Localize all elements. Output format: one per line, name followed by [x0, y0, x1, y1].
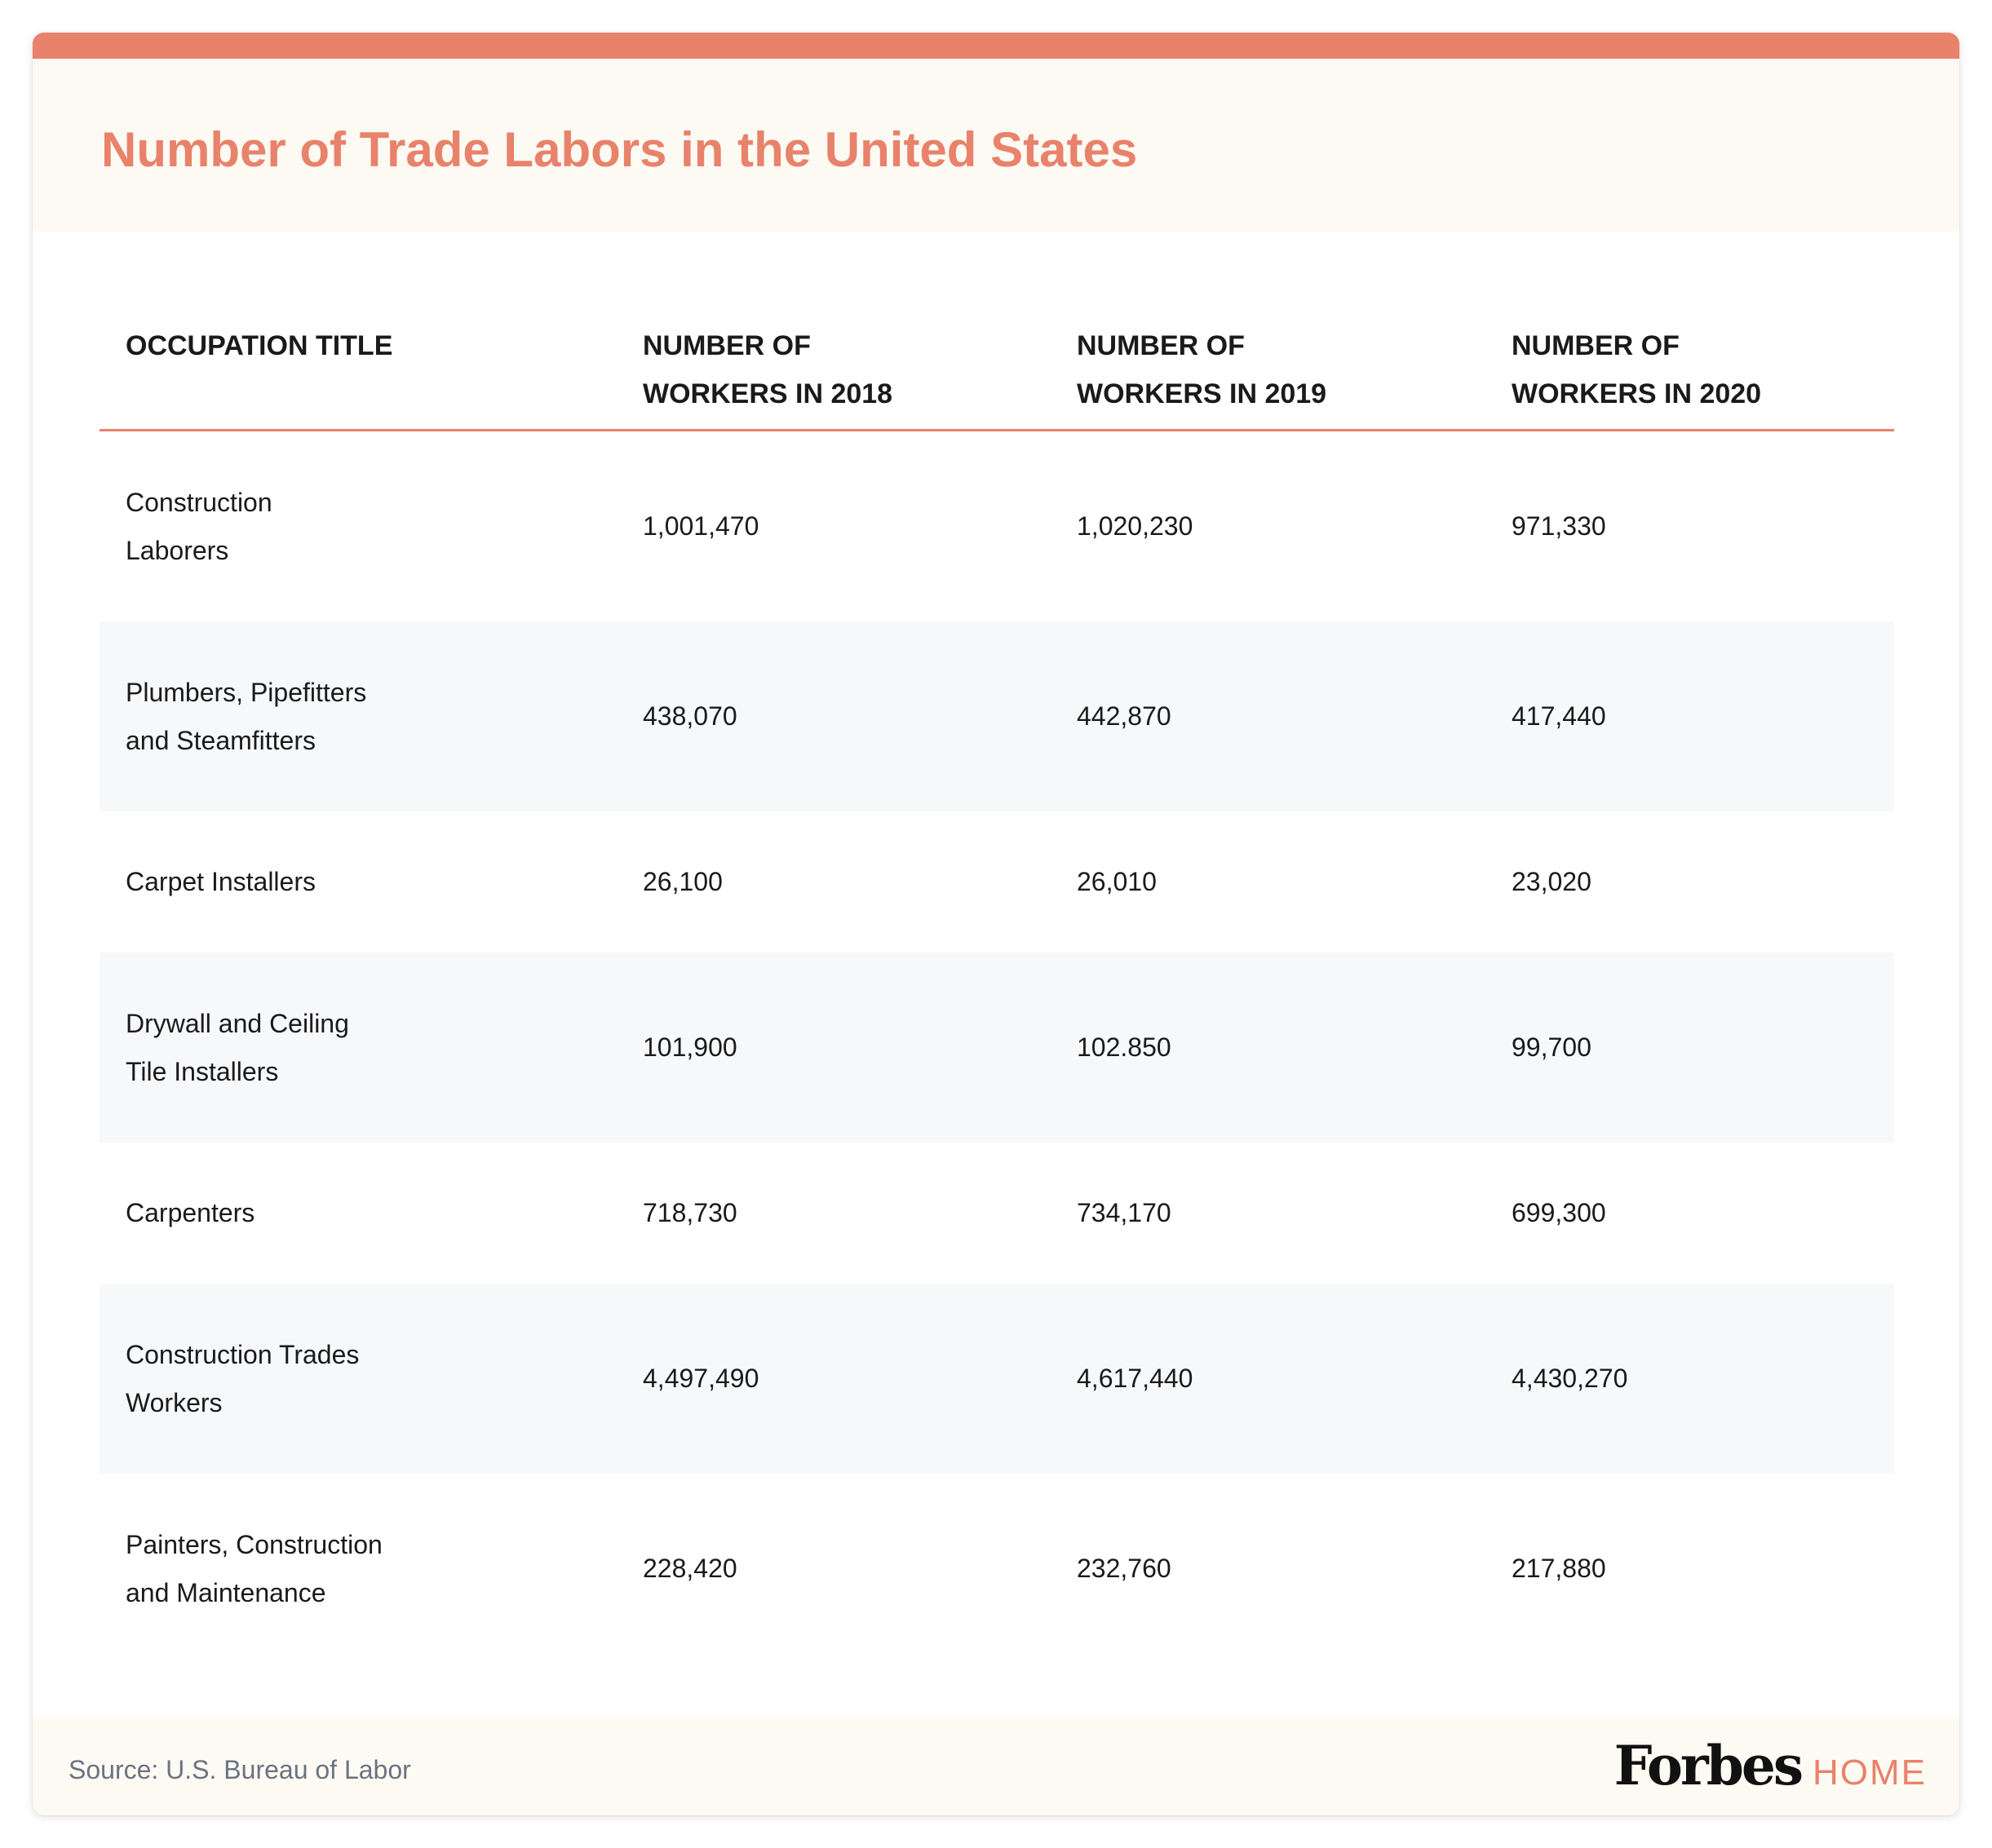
occupation-line: Carpet Installers [126, 867, 316, 896]
cell-workers-2018: 4,497,490 [643, 1364, 759, 1393]
cell-workers-2018: 718,730 [643, 1198, 737, 1227]
cell-workers-2019: 26,010 [1077, 867, 1157, 896]
cell-workers-2020: 23,020 [1512, 867, 1591, 896]
occupation-line: Construction Trades [126, 1339, 360, 1369]
footer [33, 1718, 1959, 1815]
cell-occupation: Carpenters [126, 1143, 255, 1284]
table-body: Construction Laborers 1,001,470 1,020,230 97… [100, 431, 1894, 1664]
cell-workers-2018: 1,001,470 [643, 511, 759, 541]
column-header-line: OCCUPATION TITLE [126, 330, 393, 361]
column-header-2018: NUMBER OF WORKERS IN 2018 [643, 322, 892, 418]
occupation-lines: Carpet Installers [126, 858, 316, 906]
cell-workers-2018: 26,100 [643, 867, 723, 896]
occupation-line: Drywall and Ceiling [126, 1008, 349, 1038]
table-row: Carpenters 718,730 734,170 699,300 [100, 1143, 1894, 1284]
cell-workers-2018: 228,420 [643, 1554, 737, 1583]
page-title: Number of Trade Labors in the United Sta… [101, 122, 1138, 177]
cell-workers-2019: 1,020,230 [1077, 511, 1193, 541]
cell-workers-2019: 4,617,440 [1077, 1364, 1193, 1393]
cell-workers-2020: 4,430,270 [1512, 1364, 1628, 1393]
cell-workers-2020: 217,880 [1512, 1554, 1606, 1583]
occupation-line: Carpenters [126, 1198, 255, 1227]
cell-workers-2020: 417,440 [1512, 701, 1606, 731]
cell-occupation: Painters, Construction and Maintenance [126, 1474, 383, 1664]
title-header [33, 59, 1959, 232]
column-header-occupation: OCCUPATION TITLE [126, 322, 392, 370]
table-row: Drywall and Ceiling Tile Installers 101,90… [100, 953, 1894, 1143]
table-row: Carpet Installers 26,100 26,010 23,020 [100, 811, 1894, 953]
cell-workers-2019: 734,170 [1077, 1198, 1171, 1227]
occupation-line: Workers [126, 1387, 223, 1417]
column-header-line: WORKERS IN 2019 [1077, 378, 1327, 409]
occupation-lines: Plumbers, Pipefitters and Steamfitters [126, 669, 366, 765]
table-row: Plumbers, Pipefitters and Steamfitters 438… [100, 621, 1894, 811]
cell-workers-2020: 99,700 [1512, 1032, 1591, 1062]
table-row: Construction Trades Workers 4,497,490 4,617… [100, 1284, 1894, 1474]
logo-home: HOME [1813, 1753, 1927, 1793]
cell-occupation: Drywall and Ceiling Tile Installers [126, 953, 349, 1143]
cell-workers-2020: 971,330 [1512, 511, 1606, 541]
source-note: Source: U.S. Bureau of Labor [69, 1755, 411, 1784]
column-header-2020: NUMBER OF WORKERS IN 2020 [1512, 322, 1761, 418]
cell-workers-2018: 101,900 [643, 1032, 737, 1062]
occupation-line: Laborers [126, 535, 229, 565]
data-table: OCCUPATION TITLE NUMBER OF WORKERS IN 20… [100, 232, 1894, 1664]
column-header-line: WORKERS IN 2020 [1512, 378, 1762, 409]
occupation-line: Construction [126, 487, 272, 517]
occupation-line: Plumbers, Pipefitters [126, 677, 367, 707]
occupation-lines: Construction Trades Workers [126, 1331, 359, 1427]
occupation-line: Painters, Construction [126, 1529, 383, 1559]
table-row: Construction Laborers 1,001,470 1,020,230 97… [100, 431, 1894, 621]
occupation-lines: Carpenters [126, 1189, 255, 1237]
column-header-2019: NUMBER OF WORKERS IN 2019 [1077, 322, 1326, 418]
occupation-line: and Steamfitters [126, 725, 316, 755]
occupation-lines: Painters, Construction and Maintenance [126, 1521, 383, 1617]
cell-occupation: Construction Laborers [126, 431, 272, 621]
accent-top-bar [33, 33, 1959, 59]
cell-occupation: Construction Trades Workers [126, 1284, 359, 1474]
forbes-home-logo: Forbes HOME [1614, 1737, 1927, 1810]
cell-workers-2018: 438,070 [643, 701, 737, 731]
occupation-line: Tile Installers [126, 1056, 279, 1086]
cell-workers-2019: 102.850 [1077, 1032, 1171, 1062]
column-header-line: WORKERS IN 2018 [643, 378, 893, 409]
occupation-lines: Drywall and Ceiling Tile Installers [126, 1000, 349, 1096]
occupation-lines: Construction Laborers [126, 479, 272, 575]
logo-forbes: Forbes [1614, 1734, 1804, 1797]
column-header-line: NUMBER OF [643, 330, 811, 361]
table-row: Painters, Construction and Maintenance 228… [100, 1474, 1894, 1664]
column-header-line: NUMBER OF [1077, 330, 1245, 361]
occupation-line: and Maintenance [126, 1577, 326, 1607]
cell-occupation: Carpet Installers [126, 811, 316, 953]
cell-workers-2019: 442,870 [1077, 701, 1171, 731]
chart-card: Number of Trade Labors in the United Sta… [33, 33, 1959, 1815]
table-header: OCCUPATION TITLE NUMBER OF WORKERS IN 20… [100, 232, 1894, 431]
column-header-line: NUMBER OF [1512, 330, 1680, 361]
cell-workers-2019: 232,760 [1077, 1554, 1171, 1583]
cell-workers-2020: 699,300 [1512, 1198, 1606, 1227]
cell-occupation: Plumbers, Pipefitters and Steamfitters [126, 621, 366, 811]
